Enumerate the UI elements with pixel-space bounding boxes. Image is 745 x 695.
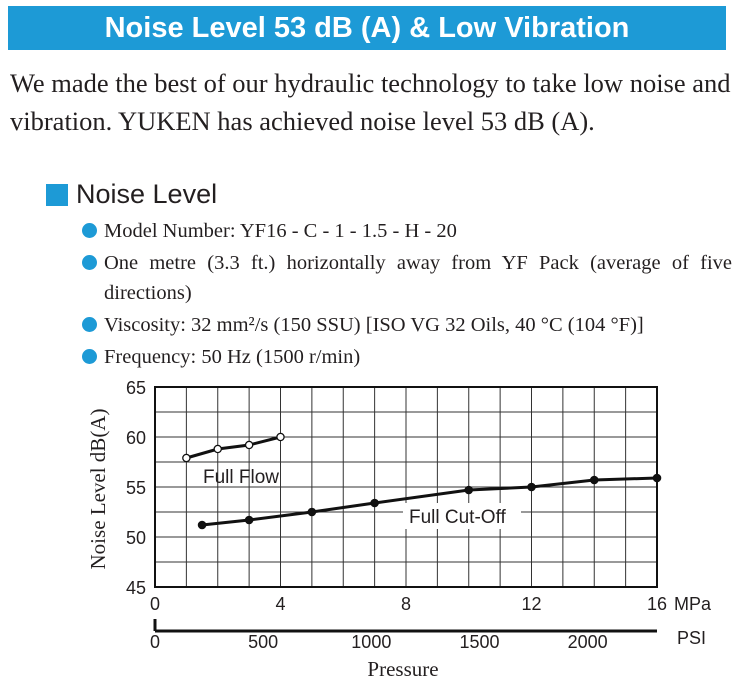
x-tick-label-mpa: 12 bbox=[521, 594, 541, 614]
conditions-list: Model Number: YF16 - C - 1 - 1.5 - H - 2… bbox=[82, 216, 732, 374]
y-axis-label: Noise Level dB(A) bbox=[86, 409, 110, 570]
noise-level-chart: 45 50 55 60 65 Noise Level dB(A) 0 4 8 12 16 MPa 0 50… bbox=[86, 378, 712, 681]
x-tick-label-mpa: 4 bbox=[275, 594, 285, 614]
x-tick-label-psi: 2000 bbox=[568, 632, 608, 652]
condition-item: Model Number: YF16 - C - 1 - 1.5 - H - 2… bbox=[82, 216, 732, 246]
data-point bbox=[276, 432, 285, 442]
series-line bbox=[185, 435, 281, 460]
data-point bbox=[244, 440, 254, 450]
condition-item: Viscosity: 32 mm²/s (150 SSU) [ISO VG 32… bbox=[82, 310, 732, 340]
section-title-text: Noise Level bbox=[76, 179, 218, 209]
data-point bbox=[182, 453, 191, 463]
data-point bbox=[307, 507, 317, 517]
circle-bullet-icon bbox=[82, 349, 97, 364]
circle-bullet-icon bbox=[82, 223, 97, 238]
condition-text: Viscosity: 32 mm²/s (150 SSU) [ISO VG 32… bbox=[104, 314, 644, 336]
data-point bbox=[652, 473, 662, 483]
condition-item: One metre (3.3 ft.) horizontally away fr… bbox=[82, 248, 732, 308]
circle-bullet-icon bbox=[82, 317, 97, 332]
x-tick-label-psi: 1000 bbox=[351, 632, 391, 652]
banner-title: Noise Level 53 dB (A) & Low Vibration bbox=[104, 11, 630, 44]
x-tick-label-psi: 500 bbox=[248, 632, 278, 652]
x-tick-label-mpa: 8 bbox=[401, 594, 411, 614]
data-point bbox=[213, 444, 222, 454]
square-bullet-icon bbox=[46, 183, 68, 206]
page-banner: Noise Level 53 dB (A) & Low Vibration bbox=[8, 6, 726, 50]
x-axis-label: Pressure bbox=[367, 657, 438, 681]
data-point bbox=[527, 482, 536, 492]
series-label-full-cut-off: Full Cut-Off bbox=[409, 507, 507, 528]
y-tick-label: 45 bbox=[126, 578, 146, 598]
data-point bbox=[370, 498, 379, 508]
x-unit-mpa: MPa bbox=[674, 594, 712, 614]
series-line bbox=[201, 476, 658, 527]
plot-frame bbox=[154, 386, 658, 588]
data-point bbox=[464, 485, 474, 495]
y-tick-label: 55 bbox=[126, 478, 146, 498]
x-tick-label-mpa: 16 bbox=[647, 594, 667, 614]
intro-paragraph: We made the best of our hydraulic techno… bbox=[10, 68, 731, 136]
data-point bbox=[244, 515, 254, 525]
circle-bullet-icon bbox=[82, 255, 97, 270]
series-label-background bbox=[403, 503, 521, 529]
section-heading: Noise Level bbox=[46, 179, 217, 210]
x-tick-label-mpa: 0 bbox=[150, 594, 160, 614]
condition-item: Frequency: 50 Hz (1500 r/min) bbox=[82, 342, 732, 372]
y-tick-label: 65 bbox=[126, 378, 146, 398]
condition-text: Model Number: YF16 - C - 1 - 1.5 - H - 2… bbox=[104, 220, 457, 242]
series-label-full-flow: Full Flow bbox=[203, 467, 279, 488]
x-tick-label-psi: 0 bbox=[150, 632, 160, 652]
data-point bbox=[589, 475, 599, 485]
data-point bbox=[197, 520, 207, 530]
condition-text: Frequency: 50 Hz (1500 r/min) bbox=[104, 346, 361, 368]
x-unit-psi: PSI bbox=[677, 628, 706, 648]
condition-text: One metre (3.3 ft.) horizontally away fr… bbox=[104, 252, 732, 304]
x-tick-label-psi: 1500 bbox=[459, 632, 499, 652]
y-tick-label: 60 bbox=[126, 428, 146, 448]
y-tick-label: 50 bbox=[126, 528, 146, 548]
